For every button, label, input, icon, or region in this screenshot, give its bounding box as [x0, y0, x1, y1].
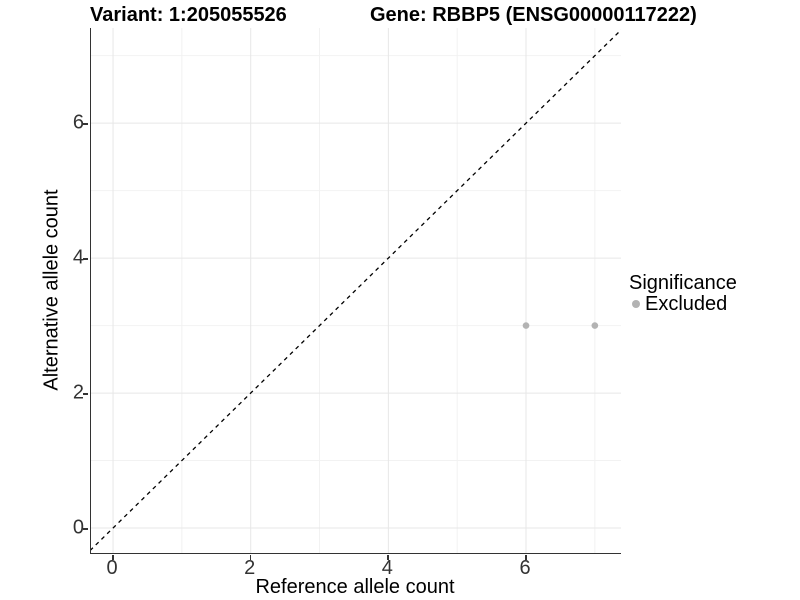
x-tick-label: 2: [244, 557, 256, 579]
x-tick-mark: [387, 554, 389, 560]
y-tick-mark: [83, 393, 89, 395]
x-axis-title: Reference allele count: [255, 576, 455, 598]
x-tick-label: 0: [106, 557, 118, 579]
legend-item-label: Excluded: [645, 293, 728, 315]
x-tick-mark: [249, 554, 252, 560]
y-tick-label: 2: [72, 381, 84, 404]
legend-item-excluded: Excluded: [629, 294, 737, 314]
y-axis-title: Alternative allele count: [40, 189, 63, 391]
x-tick-mark: [525, 554, 527, 560]
data-point: [522, 322, 530, 329]
y-tick-mark: [83, 258, 89, 260]
x-tick-label: 6: [519, 557, 531, 579]
plot-panel: [90, 28, 621, 554]
x-tick-mark: [112, 554, 114, 560]
plot-title-variant: Variant: 1:205055526: [90, 4, 287, 26]
plot-title-gene: Gene: RBBP5 (ENSG00000117222): [370, 4, 697, 26]
y-tick-label: 6: [72, 111, 84, 134]
legend-title: Significance: [629, 272, 737, 294]
data-point: [591, 322, 599, 329]
x-tick-label: 4: [381, 557, 393, 579]
legend: Significance Excluded: [629, 272, 737, 314]
legend-point-icon: [632, 300, 640, 308]
y-tick-mark: [83, 123, 89, 125]
y-tick-mark: [83, 528, 89, 530]
y-tick-label: 0: [72, 516, 84, 539]
identity-dashed-line: [91, 29, 621, 551]
y-tick-label: 4: [72, 246, 84, 269]
plot-canvas: [91, 28, 621, 553]
